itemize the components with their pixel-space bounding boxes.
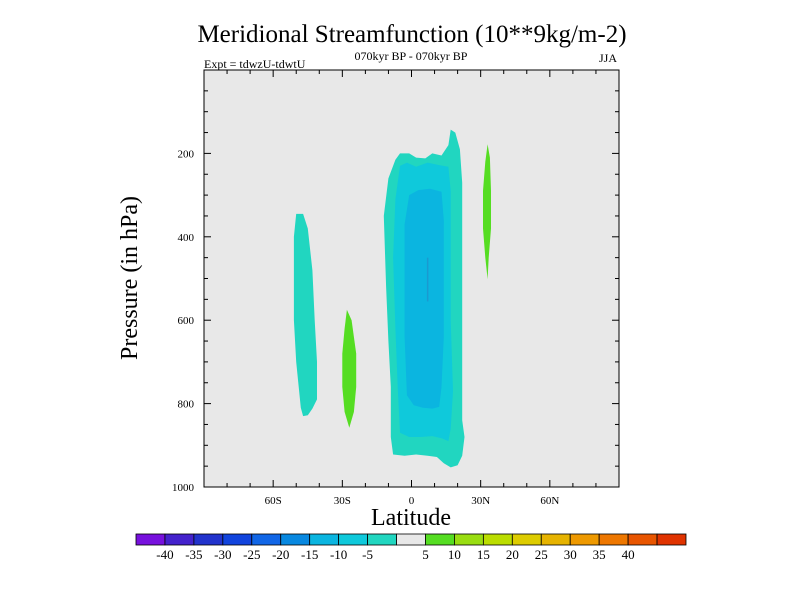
colorbar-swatch: [251, 533, 282, 546]
sh-positive-cell: [342, 309, 357, 428]
colorbar-swatch: [135, 533, 166, 546]
colorbar-swatch: [367, 533, 397, 546]
x-tick-label: 0: [409, 495, 415, 507]
y-tick-label: 1000: [172, 482, 195, 494]
colorbar-swatch: [309, 533, 340, 546]
x-tick-label: 60S: [265, 495, 282, 507]
colorbar-swatch: [454, 533, 484, 546]
colorbar-label: -5: [362, 547, 373, 562]
colorbar-label: -20: [272, 547, 289, 562]
colorbar-label: -40: [156, 547, 173, 562]
colorbar-label: 15: [477, 547, 490, 562]
plot-frame: [203, 69, 620, 488]
x-tick-label: 30N: [471, 495, 490, 507]
y-tick-label: 200: [178, 148, 195, 160]
y-tick-label: 800: [178, 399, 195, 411]
colorbar-label: 35: [593, 547, 606, 562]
colorbar-label: -10: [330, 547, 347, 562]
tropical-cell-inner: [404, 188, 444, 409]
colorbar-swatch: [425, 533, 455, 546]
colorbar-label: -30: [214, 547, 231, 562]
colorbar-label: -35: [185, 547, 202, 562]
y-tick-label: 600: [178, 315, 195, 327]
colorbar-swatch: [396, 533, 426, 546]
colorbar: -40 -35 -30 -25 -20 -15 -10 -5 5 10 15 20 25 30 35 40: [135, 533, 687, 562]
colorbar-swatch: [280, 533, 311, 546]
subtitle-experiment: Expt = tdwzU-tdwtU: [204, 57, 306, 71]
subtitle-season: JJA: [599, 51, 617, 65]
colorbar-label: 5: [422, 547, 429, 562]
colorbar-label: 20: [506, 547, 519, 562]
x-tick-label: 60N: [540, 495, 559, 507]
colorbar-label: 30: [564, 547, 577, 562]
chart-title: Meridional Streamfunction (10**9kg/m-2): [197, 21, 626, 48]
colorbar-swatch: [656, 533, 687, 546]
colorbar-label: -25: [243, 547, 260, 562]
y-tick-label: 400: [178, 232, 195, 244]
colorbar-label: -15: [301, 547, 318, 562]
contour-regions: [293, 129, 491, 468]
colorbar-swatch: [193, 533, 224, 546]
colorbar-swatch: [482, 533, 513, 546]
sh-negative-cell: [293, 213, 317, 417]
colorbar-swatch: [627, 533, 658, 546]
colorbar-label: 25: [535, 547, 548, 562]
colorbar-swatch: [511, 533, 542, 546]
x-tick-label: 30S: [334, 495, 351, 507]
colorbar-swatch: [540, 533, 571, 546]
colorbar-swatch: [569, 533, 600, 546]
colorbar-swatch: [598, 533, 629, 546]
colorbar-swatch: [338, 533, 368, 546]
colorbar-label: 40: [622, 547, 635, 562]
x-axis-label: Latitude: [371, 505, 451, 531]
colorbar-swatch: [222, 533, 253, 546]
subtitle-period: 070kyr BP - 070kyr BP: [355, 49, 468, 63]
y-axis-label: Pressure (in hPa): [117, 196, 143, 360]
nh-positive-cell: [483, 144, 491, 280]
colorbar-label: 10: [448, 547, 461, 562]
colorbar-swatch: [164, 533, 195, 546]
axis-ticks: 60S 30S 0 30N 60N 200 400 600 800 1000: [172, 70, 619, 507]
